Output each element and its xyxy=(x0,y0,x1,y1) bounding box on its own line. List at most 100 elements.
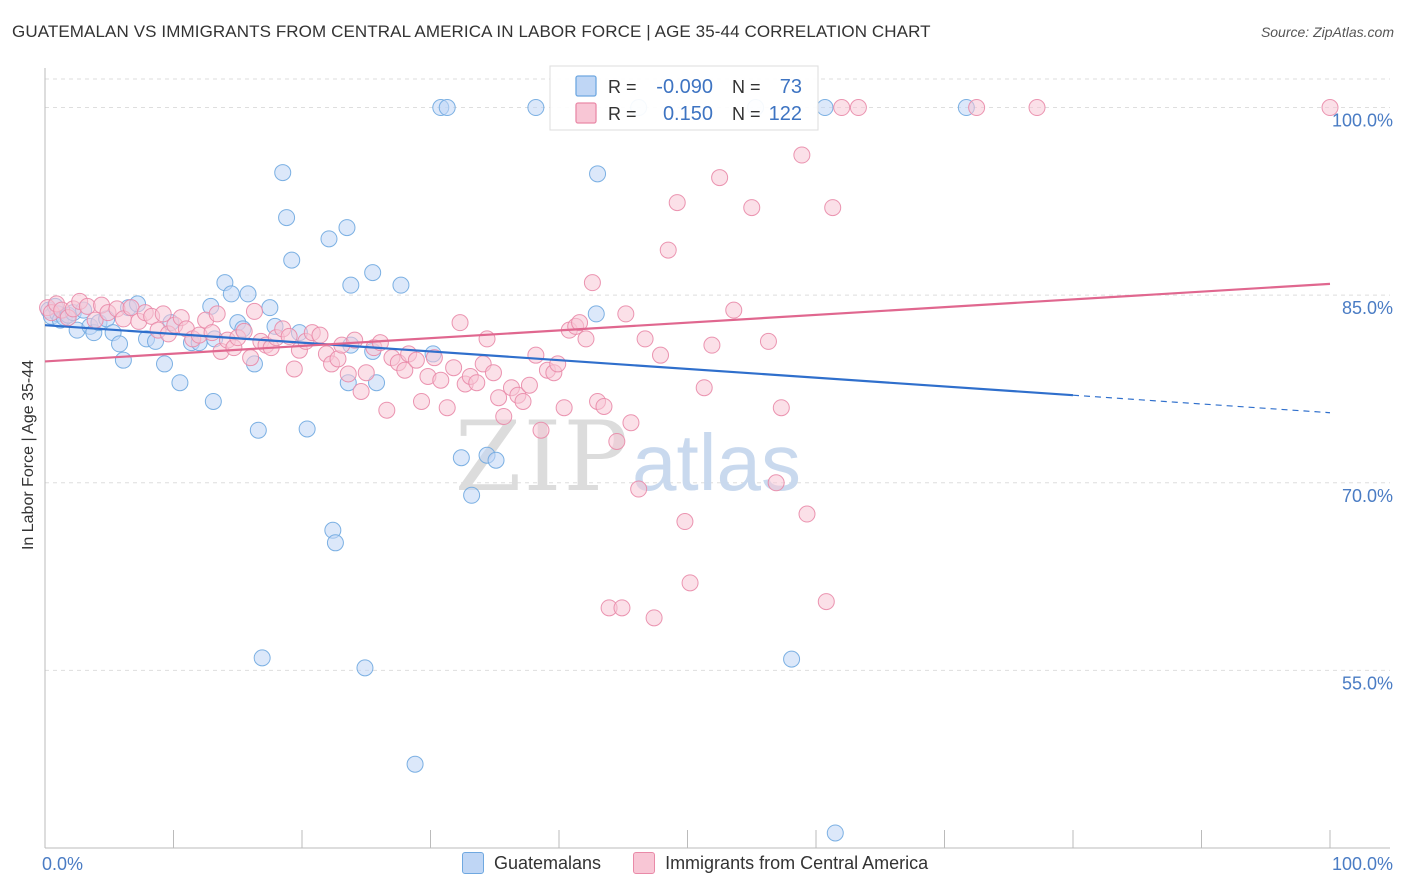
data-point xyxy=(490,389,508,407)
stats-r-value: -0.090 xyxy=(656,76,713,98)
data-point xyxy=(617,305,635,323)
data-point xyxy=(425,349,443,367)
data-point xyxy=(451,314,469,332)
data-point xyxy=(463,486,481,504)
data-point xyxy=(452,449,470,467)
data-point xyxy=(208,305,226,323)
data-point xyxy=(816,99,834,117)
data-point xyxy=(743,199,761,217)
data-point xyxy=(681,574,699,592)
stats-n-value: 73 xyxy=(780,76,802,98)
stats-legend-box: R = -0.090 N = 73 R = 0.150 N = 122 xyxy=(549,65,819,131)
legend: Guatemalans Immigrants from Central Amer… xyxy=(462,852,960,874)
data-point xyxy=(320,230,338,248)
data-point xyxy=(555,399,573,417)
data-point xyxy=(413,392,431,410)
data-point xyxy=(203,324,221,342)
data-point xyxy=(285,360,303,378)
data-point xyxy=(595,397,613,415)
data-point xyxy=(968,99,986,117)
trend-lines xyxy=(44,282,1331,414)
data-point xyxy=(298,420,316,438)
data-point xyxy=(1321,99,1339,117)
data-point xyxy=(767,474,785,492)
grid-lines xyxy=(45,78,1390,671)
data-point xyxy=(1028,99,1046,117)
data-point xyxy=(253,649,271,667)
data-point xyxy=(668,194,686,212)
legend-swatch-immigrants xyxy=(633,852,656,874)
data-point xyxy=(759,332,777,350)
data-point xyxy=(111,335,129,353)
y-tick-label: 55.0% xyxy=(1342,673,1393,693)
data-point xyxy=(356,659,374,677)
legend-item-immigrants[interactable]: Immigrants from Central America xyxy=(633,852,928,874)
data-point xyxy=(826,824,844,842)
data-point xyxy=(407,351,425,369)
data-point xyxy=(249,421,267,439)
data-point xyxy=(772,399,790,417)
series-points-1 xyxy=(39,99,1339,627)
data-point xyxy=(342,276,360,294)
data-point xyxy=(352,382,370,400)
data-point xyxy=(583,274,601,292)
data-point xyxy=(817,593,835,611)
stats-swatch xyxy=(575,102,597,124)
data-point xyxy=(520,376,538,394)
data-point xyxy=(339,365,357,383)
data-point xyxy=(676,513,694,531)
data-point xyxy=(798,505,816,523)
data-point xyxy=(608,432,626,450)
data-point xyxy=(577,330,595,348)
data-point xyxy=(793,146,811,164)
data-point xyxy=(239,285,257,303)
chart-title: GUATEMALAN VS IMMIGRANTS FROM CENTRAL AM… xyxy=(12,22,931,41)
stats-r-label: R = xyxy=(608,77,637,97)
data-point xyxy=(468,374,486,392)
data-point xyxy=(445,359,463,377)
data-point xyxy=(652,346,670,364)
legend-swatch-guatemalans xyxy=(462,852,484,874)
data-point xyxy=(532,421,550,439)
data-point xyxy=(280,327,298,345)
data-point xyxy=(338,219,356,237)
data-point xyxy=(283,251,301,269)
data-point xyxy=(695,379,713,397)
axes xyxy=(44,68,1390,849)
data-point xyxy=(703,336,721,354)
data-point xyxy=(346,331,364,349)
data-point xyxy=(242,349,260,367)
watermark: ZIP atlas xyxy=(455,401,801,513)
data-point xyxy=(833,99,851,117)
data-point xyxy=(783,650,801,668)
data-points xyxy=(39,99,1339,842)
data-point xyxy=(368,374,386,392)
data-point xyxy=(396,361,414,379)
data-point xyxy=(156,355,174,373)
tick-labels: 55.0% 70.0% 85.0% 100.0% 0.0% 100.0% xyxy=(42,111,1393,874)
legend-item-guatemalans[interactable]: Guatemalans xyxy=(462,852,601,874)
trend-line-guatemalans-extension xyxy=(1072,394,1331,414)
data-point xyxy=(613,599,631,617)
data-point xyxy=(235,322,253,340)
data-point xyxy=(432,371,450,389)
data-point xyxy=(357,364,375,382)
data-point xyxy=(274,164,292,182)
data-point xyxy=(114,351,132,369)
data-point xyxy=(326,534,344,552)
data-point xyxy=(406,755,424,773)
trend-line-guatemalans xyxy=(44,324,1074,397)
stats-r-label: R = xyxy=(608,104,637,124)
x-tick-label-max: 100.0% xyxy=(1332,854,1393,874)
stats-n-label: N = xyxy=(732,104,761,124)
data-point xyxy=(154,305,172,323)
watermark-atlas: atlas xyxy=(632,418,801,507)
y-tick-label: 85.0% xyxy=(1342,298,1393,318)
data-point xyxy=(725,301,743,319)
y-axis-title: In Labor Force | Age 35-44 xyxy=(20,359,37,551)
data-point xyxy=(378,401,396,419)
data-point xyxy=(392,276,410,294)
stats-n-value: 122 xyxy=(769,103,802,125)
data-point xyxy=(438,99,456,117)
